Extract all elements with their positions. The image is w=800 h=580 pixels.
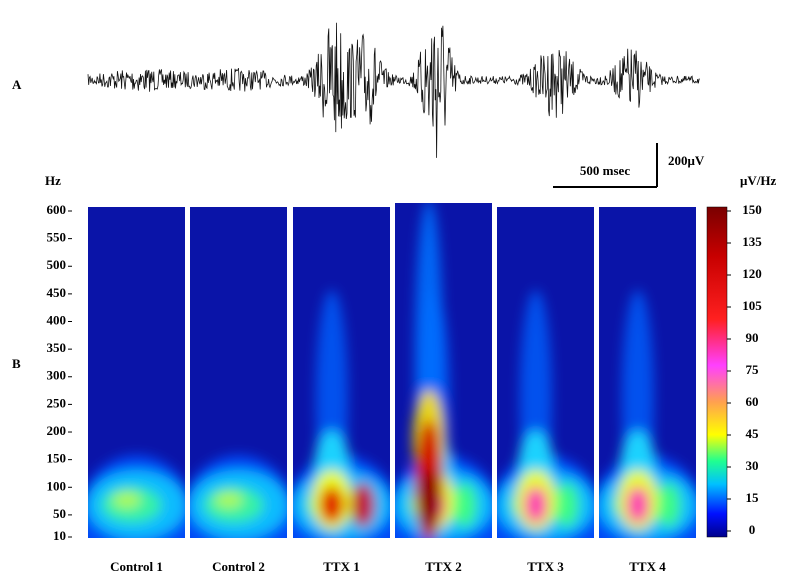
colorbar-tick-label: 15 <box>746 490 760 505</box>
colorbar-tick-label: 150 <box>742 202 762 217</box>
scale-label: 200μV <box>668 153 705 168</box>
y-tick-label: 550 <box>47 230 67 245</box>
colorbar-tick-label: 45 <box>746 426 760 441</box>
panel-label: B <box>12 356 21 371</box>
spectrogram-panel <box>190 207 287 538</box>
colorbar-tick-label: 135 <box>742 234 762 249</box>
colorbar-tick-label: 0 <box>749 522 756 537</box>
y-tick-label: 100 <box>47 478 67 493</box>
colorbar-tick-label: 120 <box>742 266 762 281</box>
x-tick-label: Control 1 <box>110 559 163 574</box>
colorbar-tick-label: 105 <box>742 298 762 313</box>
y-tick-label: 200 <box>47 423 67 438</box>
scale-label: 500 msec <box>580 163 630 178</box>
spectrogram-panel <box>395 203 492 538</box>
y-tick-label: 150 <box>47 451 67 466</box>
y-tick-label: 10 <box>53 528 66 543</box>
spectrogram-panel <box>599 207 696 538</box>
colorbar-tick-label: 60 <box>746 394 759 409</box>
y-tick-label: 400 <box>47 312 67 327</box>
y-tick-label: 450 <box>47 285 67 300</box>
x-tick-label: TTX 4 <box>629 559 666 574</box>
spectrogram-panel <box>293 207 390 538</box>
y-tick-label: 50 <box>53 506 66 521</box>
colorbar <box>706 206 728 538</box>
y-tick-label: 250 <box>47 395 67 410</box>
colorbar-title: μV/Hz <box>740 173 776 188</box>
y-tick-label: 300 <box>47 368 67 383</box>
y-tick-label: 350 <box>47 340 67 355</box>
y-tick-label: 500 <box>47 257 67 272</box>
colorbar-tick-label: 90 <box>746 330 759 345</box>
colorbar-tick-label: 30 <box>746 458 759 473</box>
trace <box>87 22 700 158</box>
colorbar-tick-label: 75 <box>746 362 760 377</box>
y-tick-label: 600 <box>47 202 67 217</box>
spectrogram-panel <box>497 207 594 538</box>
x-tick-label: Control 2 <box>212 559 265 574</box>
x-tick-label: TTX 2 <box>425 559 461 574</box>
y-axis-title: Hz <box>45 173 61 188</box>
spectrogram-panel <box>88 207 185 538</box>
x-tick-label: TTX 1 <box>323 559 359 574</box>
x-tick-label: TTX 3 <box>527 559 564 574</box>
panel-label: A <box>12 77 22 92</box>
